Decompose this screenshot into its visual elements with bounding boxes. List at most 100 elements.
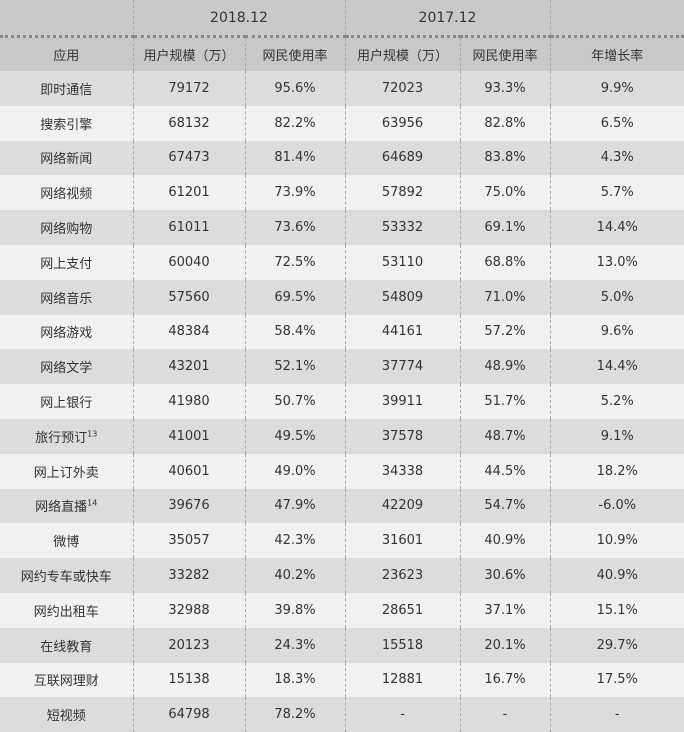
col-growth: 年增长率 bbox=[549, 36, 684, 71]
rate-2018: 69.5% bbox=[244, 279, 345, 315]
table-row: 在线教育 20123 24.3% 15518 20.1% 29.7% bbox=[0, 627, 684, 663]
app-cell: 即时通信 bbox=[0, 71, 133, 106]
table-row: 搜索引擎 68132 82.2% 63956 82.8% 6.5% bbox=[0, 105, 684, 141]
growth-rate-text: 5.0% bbox=[600, 289, 634, 305]
growth-rate-text: 14.4% bbox=[596, 359, 638, 375]
users-2018: 48384 bbox=[132, 314, 245, 350]
rate-2017-text: 44.5% bbox=[484, 463, 526, 479]
app-cell-text: 网络文学 bbox=[40, 361, 93, 377]
rate-2018: 50.7% bbox=[244, 384, 345, 419]
app-cell: 网络文学 bbox=[0, 349, 133, 385]
users-2017-text: 15518 bbox=[381, 637, 424, 653]
users-2017-text: 31601 bbox=[381, 533, 424, 549]
rate-2017: 57.2% bbox=[459, 314, 550, 350]
rate-2018-text: 52.1% bbox=[274, 359, 316, 375]
growth-rate-text: 4.3% bbox=[600, 150, 634, 166]
table-row: 网约出租车 32988 39.8% 28651 37.1% 15.1% bbox=[0, 592, 684, 628]
app-cell-text: 网络直播 bbox=[35, 500, 88, 516]
users-2017: 42209 bbox=[344, 488, 460, 524]
rate-2017: 48.7% bbox=[459, 418, 550, 454]
rate-2018: 39.8% bbox=[244, 592, 345, 628]
growth-rate-text: 10.9% bbox=[596, 533, 638, 549]
rate-2017: 82.8% bbox=[459, 105, 550, 141]
growth-rate: 29.7% bbox=[549, 627, 684, 663]
rate-2018: 78.2% bbox=[244, 697, 345, 732]
rate-2018: 52.1% bbox=[244, 349, 345, 385]
header-2018: 2018.12 bbox=[132, 0, 345, 38]
users-2018-text: 41001 bbox=[168, 428, 210, 444]
rate-2018-text: 49.0% bbox=[274, 463, 316, 479]
users-2017-text: 44161 bbox=[381, 324, 424, 340]
app-cell-text: 网络视频 bbox=[40, 187, 93, 203]
users-2018: 33282 bbox=[132, 558, 245, 593]
header-blank bbox=[0, 0, 133, 38]
growth-rate: 6.5% bbox=[549, 105, 684, 141]
rate-2018: 42.3% bbox=[244, 523, 345, 559]
growth-rate: 14.4% bbox=[549, 210, 684, 245]
users-2018-text: 57560 bbox=[168, 289, 210, 305]
table-row: 网络游戏 48384 58.4% 44161 57.2% 9.6% bbox=[0, 314, 684, 350]
users-2017: 53332 bbox=[344, 210, 460, 245]
table-row: 网络音乐 57560 69.5% 54809 71.0% 5.0% bbox=[0, 279, 684, 315]
growth-rate-text: 18.2% bbox=[596, 463, 638, 479]
rate-2018-text: 50.7% bbox=[274, 394, 316, 410]
growth-rate: -6.0% bbox=[549, 488, 684, 524]
users-2018-text: 60040 bbox=[168, 254, 210, 270]
users-2017-text: 37578 bbox=[381, 428, 424, 444]
users-2018-text: 64798 bbox=[168, 707, 210, 723]
users-2018: 67473 bbox=[132, 140, 245, 176]
rate-2018-text: 69.5% bbox=[274, 289, 316, 305]
growth-rate: 9.1% bbox=[549, 418, 684, 454]
rate-2018: 95.6% bbox=[244, 71, 345, 106]
users-2017: 64689 bbox=[344, 140, 460, 176]
rate-2017-text: 93.3% bbox=[484, 80, 526, 96]
users-2017-text: 12881 bbox=[381, 672, 424, 688]
rate-2018: 82.2% bbox=[244, 105, 345, 141]
rate-2017: 40.9% bbox=[459, 523, 550, 559]
table-row: 网络文学 43201 52.1% 37774 48.9% 14.4% bbox=[0, 349, 684, 385]
table-row: 网上银行 41980 50.7% 39911 51.7% 5.2% bbox=[0, 384, 684, 419]
users-2018-text: 67473 bbox=[168, 150, 210, 166]
users-2017-text: 53332 bbox=[381, 220, 424, 236]
rate-2017: 51.7% bbox=[459, 384, 550, 419]
rate-2018: 72.5% bbox=[244, 244, 345, 280]
rate-2017: 93.3% bbox=[459, 71, 550, 106]
rate-2017: - bbox=[459, 697, 550, 732]
growth-rate-text: 29.7% bbox=[596, 637, 638, 653]
app-cell-text: 旅行预订 bbox=[35, 430, 88, 446]
rate-2018: 81.4% bbox=[244, 140, 345, 176]
rate-2018: 49.0% bbox=[244, 453, 345, 489]
rate-2018-text: 58.4% bbox=[274, 324, 316, 340]
rate-2017-text: 30.6% bbox=[484, 568, 526, 584]
table-row: 网络购物 61011 73.6% 53332 69.1% 14.4% bbox=[0, 210, 684, 245]
app-cell: 网络购物 bbox=[0, 210, 133, 245]
app-cell-text: 网络购物 bbox=[40, 222, 93, 238]
rate-2017: 54.7% bbox=[459, 488, 550, 524]
users-2017-text: 53110 bbox=[381, 254, 424, 270]
table-row: 网上支付 60040 72.5% 53110 68.8% 13.0% bbox=[0, 244, 684, 280]
footnote-marker: 13 bbox=[87, 429, 98, 439]
table-row: 微博 35057 42.3% 31601 40.9% 10.9% bbox=[0, 523, 684, 559]
users-2017: - bbox=[344, 697, 460, 732]
col-users-2017: 用户规模（万） bbox=[344, 36, 460, 71]
table-row: 互联网理财 15138 18.3% 12881 16.7% 17.5% bbox=[0, 662, 684, 698]
rate-2017-text: 57.2% bbox=[484, 324, 526, 340]
growth-rate: 10.9% bbox=[549, 523, 684, 559]
rate-2018: 73.6% bbox=[244, 210, 345, 245]
rate-2017-text: 37.1% bbox=[484, 602, 526, 618]
app-cell: 网络新闻 bbox=[0, 140, 133, 176]
rate-2017: 37.1% bbox=[459, 592, 550, 628]
app-cell: 短视频 bbox=[0, 697, 133, 732]
growth-rate-text: 40.9% bbox=[596, 568, 638, 584]
users-2017: 37578 bbox=[344, 418, 460, 454]
growth-rate: 18.2% bbox=[549, 453, 684, 489]
rate-2017-text: 48.9% bbox=[484, 359, 526, 375]
users-2018-text: 40601 bbox=[168, 463, 210, 479]
users-2017-text: 39911 bbox=[381, 394, 424, 410]
rate-2018: 18.3% bbox=[244, 662, 345, 698]
growth-rate: 13.0% bbox=[549, 244, 684, 280]
users-2018-text: 48384 bbox=[168, 324, 210, 340]
users-2017: 72023 bbox=[344, 71, 460, 106]
users-2018-text: 61201 bbox=[168, 185, 210, 201]
